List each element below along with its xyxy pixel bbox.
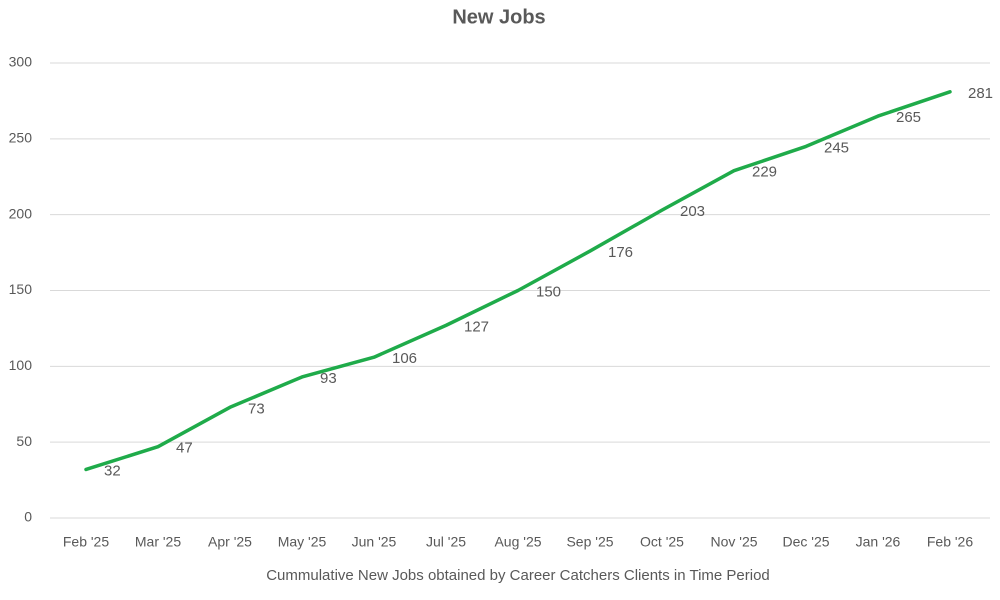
x-tick-label: Oct '25 (640, 534, 684, 550)
y-tick-label: 150 (9, 281, 33, 297)
data-label: 127 (464, 318, 489, 335)
x-tick-label: Sep '25 (566, 534, 613, 550)
line (84, 90, 952, 472)
chart-title: New Jobs (452, 6, 545, 28)
y-tick-label: 0 (24, 509, 32, 525)
data-label: 265 (896, 109, 921, 126)
y-tick-label: 250 (9, 130, 33, 146)
y-tick-label: 50 (16, 433, 32, 449)
x-tick-label: Nov '25 (710, 534, 757, 550)
x-tick-label: Feb '26 (927, 534, 973, 550)
data-label: 176 (608, 244, 633, 261)
y-tick-label: 300 (9, 54, 33, 70)
data-label: 203 (680, 203, 705, 220)
data-label: 73 (248, 400, 265, 417)
y-tick-label: 100 (9, 357, 33, 373)
x-tick-label: Feb '25 (63, 534, 109, 550)
data-label: 245 (824, 139, 849, 156)
x-tick-label: Mar '25 (135, 534, 181, 550)
data-label: 281 (968, 85, 993, 102)
data-label: 229 (752, 164, 777, 181)
data-label: 93 (320, 370, 337, 387)
data-label: 32 (104, 462, 121, 479)
x-tick-label: May '25 (278, 534, 327, 550)
x-tick-label: Dec '25 (782, 534, 829, 550)
data-label: 150 (536, 283, 561, 300)
data-label: 47 (176, 440, 193, 457)
y-tick-label: 200 (9, 205, 33, 221)
x-tick-label: Apr '25 (208, 534, 252, 550)
x-tick-label: Jun '25 (352, 534, 397, 550)
x-tick-label: Jul '25 (426, 534, 466, 550)
x-tick-label: Aug '25 (494, 534, 541, 550)
data-label: 106 (392, 350, 417, 367)
x-tick-label: Jan '26 (856, 534, 901, 550)
x-axis-title: Cummulative New Jobs obtained by Career … (266, 567, 770, 584)
